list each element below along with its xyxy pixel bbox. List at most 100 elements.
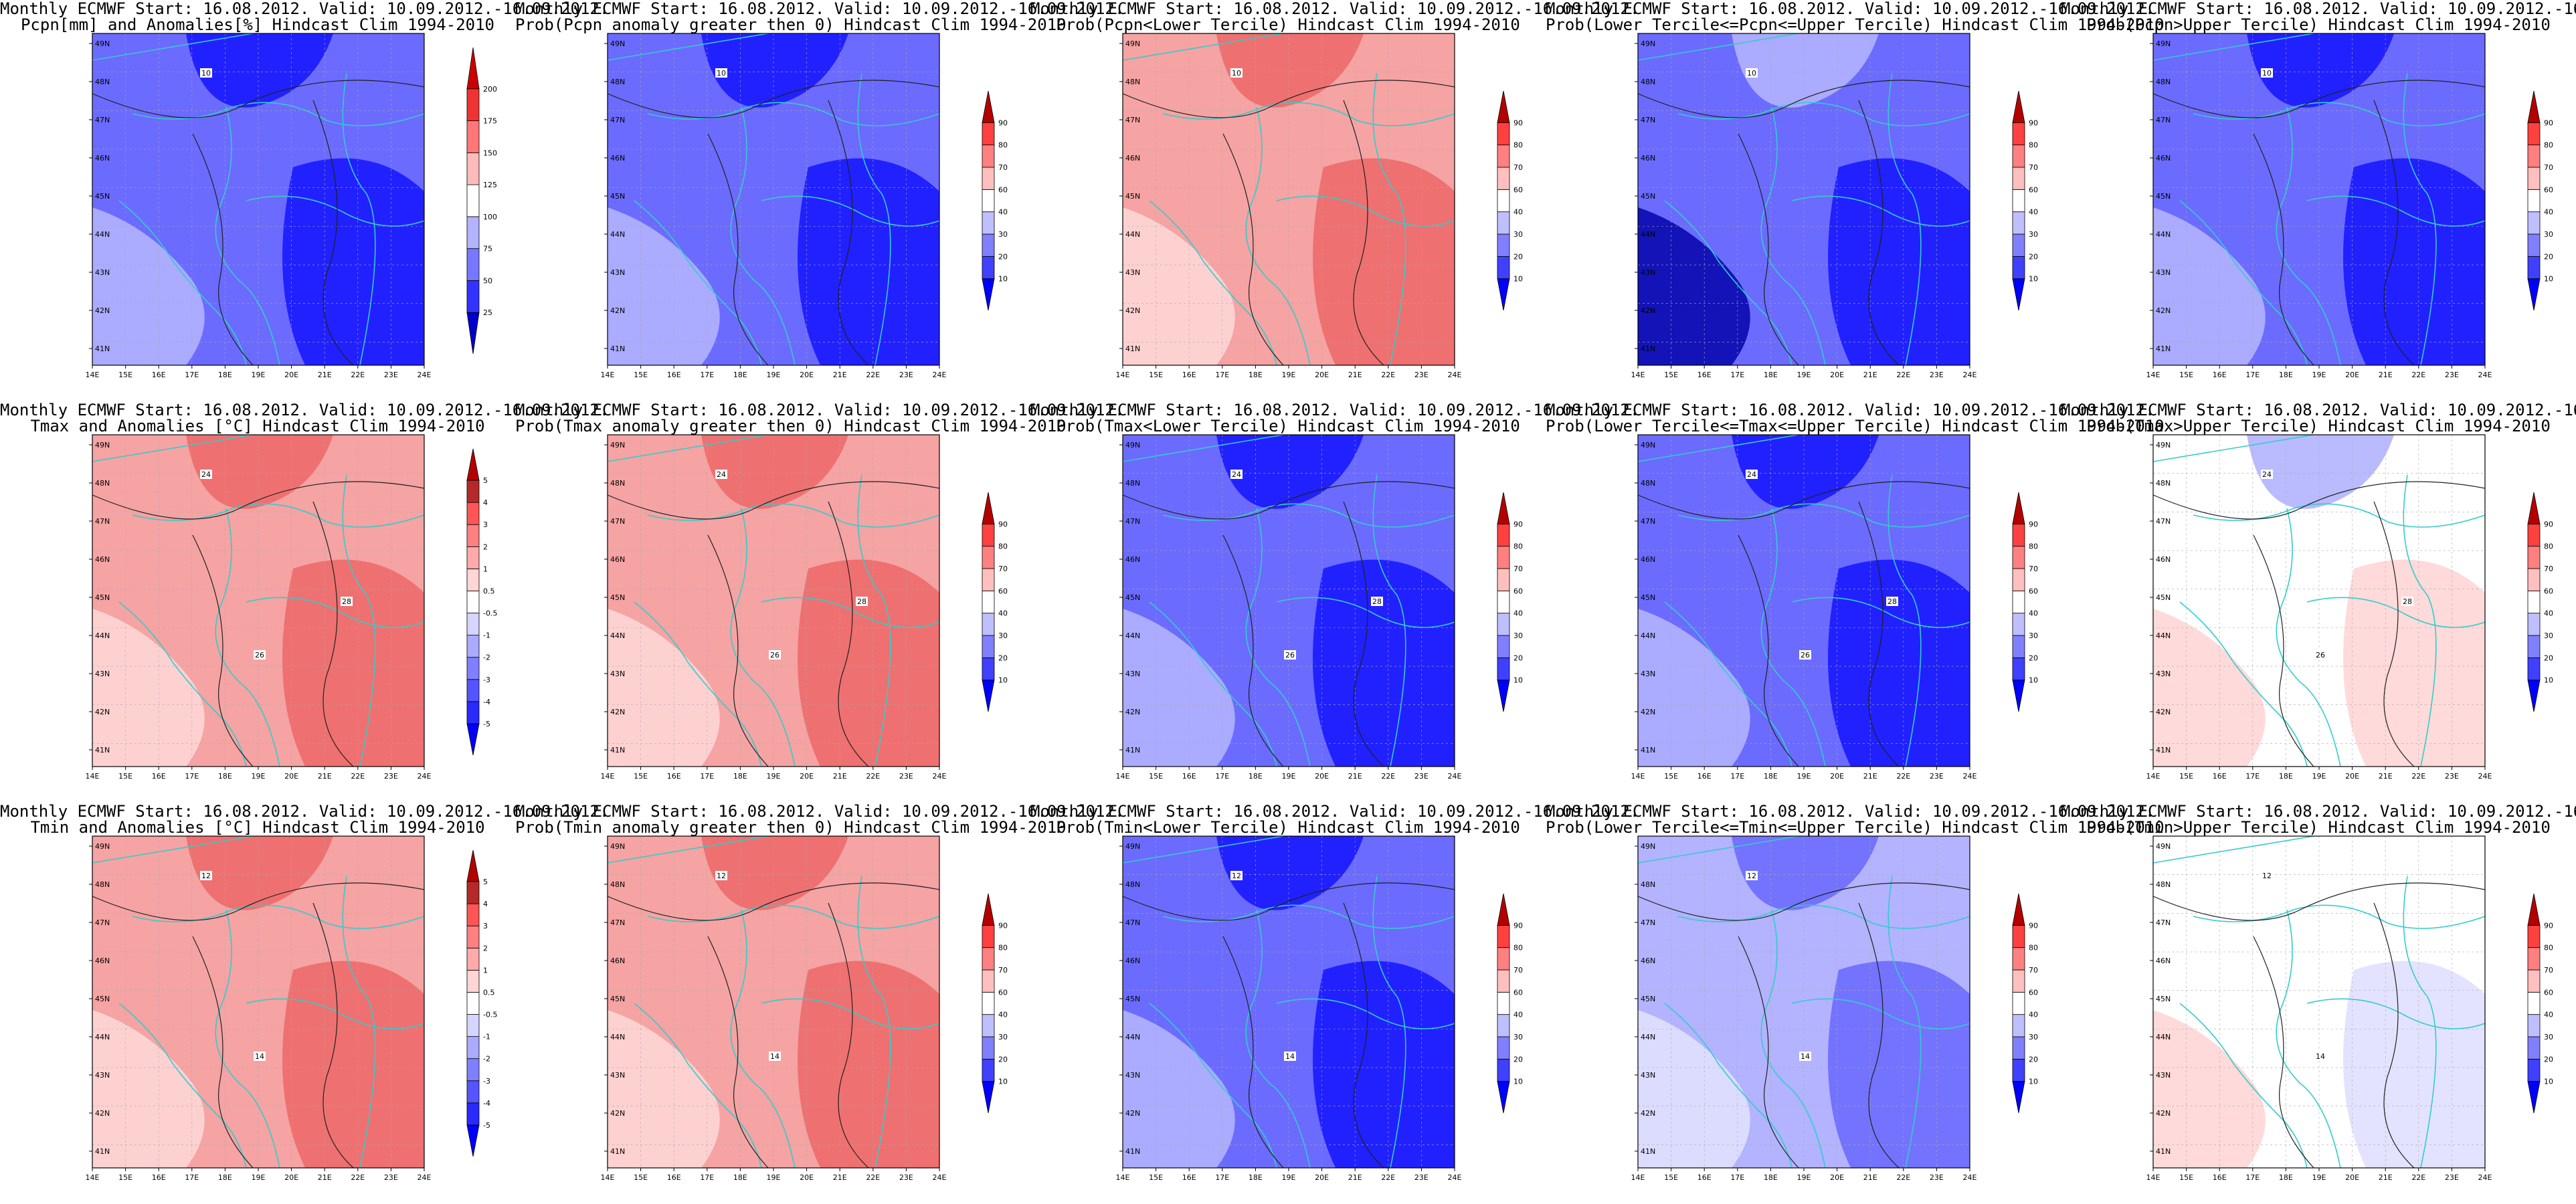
- country-border: [92, 33, 254, 61]
- lon-tick-label: 19E: [252, 371, 266, 379]
- country-border: [1245, 106, 1311, 365]
- country-border: [2403, 876, 2437, 1168]
- country-border: [1372, 876, 1406, 1168]
- colorbar-label: 100: [483, 213, 497, 221]
- lat-tick-label: 44N: [95, 1033, 110, 1041]
- lon-tick-label: 17E: [2245, 1173, 2260, 1182]
- contour-label: 24: [200, 470, 212, 479]
- lat-tick-label: 49N: [2156, 842, 2171, 851]
- lat-tick-label: 48N: [1641, 880, 1655, 889]
- country-border: [2179, 1003, 2308, 1168]
- lon-tick-label: 24E: [933, 772, 947, 781]
- lat-tick-label: 45N: [95, 593, 110, 602]
- map-panel: Monthly ECMWF Start: 16.08.2012. Valid: …: [2061, 401, 2576, 803]
- panel-title: Monthly ECMWF Start: 16.08.2012. Valid: …: [0, 0, 610, 18]
- colorbar-label: 25: [483, 308, 492, 317]
- lon-tick-label: 17E: [700, 371, 714, 379]
- lon-tick-label: 23E: [384, 371, 398, 379]
- colorbar-label: 40: [998, 208, 1008, 217]
- colorbar-label: 10: [998, 275, 1008, 284]
- climatology-contour: [1343, 902, 1384, 1168]
- anomaly-field-area: [2343, 158, 2485, 365]
- lat-tick-label: 45N: [95, 995, 110, 1003]
- lat-tick-label: 46N: [95, 555, 110, 564]
- colorbar-label: 70: [2029, 565, 2038, 573]
- country-border: [2403, 474, 2437, 767]
- contour-label: 14: [769, 1051, 781, 1061]
- contour-label: 24: [1230, 470, 1243, 479]
- lon-tick-label: 18E: [218, 772, 232, 781]
- lon-tick-label: 22E: [866, 772, 880, 781]
- lon-tick-label: 19E: [1797, 371, 1811, 379]
- colorbar-label: 10: [1513, 676, 1523, 685]
- country-border: [730, 106, 796, 365]
- lon-tick-label: 24E: [418, 371, 432, 379]
- climatology-contour: [1222, 133, 1284, 365]
- lat-tick-label: 47N: [2156, 517, 2171, 526]
- lon-tick-label: 24E: [1963, 1173, 1977, 1182]
- lat-tick-label: 47N: [610, 116, 625, 124]
- colorbar-label: -4: [483, 698, 490, 706]
- anomaly-field-area: [1313, 559, 1455, 767]
- lat-tick-label: 47N: [95, 517, 110, 526]
- lon-tick-label: 15E: [2179, 772, 2193, 781]
- colorbar: -5 -4 -3 -2 -1 -0.5 0.5 1 2 3 4 5: [466, 849, 497, 1157]
- colorbar-label: 30: [1513, 631, 1523, 640]
- anomaly-field-area: [186, 836, 333, 910]
- map-panel: Monthly ECMWF Start: 16.08.2012. Valid: …: [2061, 803, 2576, 1204]
- country-border: [647, 904, 939, 929]
- anomaly-field-area: [1123, 1010, 1235, 1168]
- lon-tick-label: 22E: [866, 1173, 880, 1182]
- colorbar-label: 10: [2544, 1078, 2553, 1086]
- lon-tick-label: 18E: [2279, 1173, 2293, 1182]
- lat-tick-label: 44N: [1641, 631, 1655, 640]
- contour-label: 12: [1230, 871, 1243, 880]
- colorbar: 10 20 30 40 60 70 80 90: [2527, 90, 2553, 311]
- colorbar-label: 1: [483, 966, 488, 975]
- colorbar-label: 30: [2029, 1033, 2038, 1041]
- colorbar-label: 3: [483, 922, 488, 930]
- lon-tick-label: 21E: [833, 371, 847, 379]
- colorbar-label: 40: [1513, 609, 1523, 618]
- lat-tick-label: 46N: [95, 957, 110, 965]
- lat-tick-label: 42N: [1125, 306, 1140, 315]
- colorbar-label: 10: [998, 1078, 1008, 1086]
- anomaly-field-area: [1732, 33, 1879, 108]
- contour-label: 12: [200, 871, 212, 880]
- colorbar-label: 60: [998, 185, 1008, 194]
- lon-tick-label: 24E: [2478, 371, 2492, 379]
- lat-tick-label: 48N: [95, 78, 110, 86]
- colorbar-label: 40: [998, 1011, 1008, 1019]
- map-plot: 10 14E 15E 16E 17E 18E 19E 20E 21E 22E 23E 24E 41N 42…: [86, 33, 497, 379]
- contour-label: 24: [1746, 470, 1758, 479]
- colorbar-label: 30: [1513, 230, 1523, 239]
- contour-label: 10: [1230, 68, 1243, 78]
- lat-tick-label: 43N: [610, 670, 625, 678]
- anomaly-field-area: [2343, 559, 2485, 767]
- colorbar-label: 80: [2029, 542, 2038, 551]
- lat-tick-label: 46N: [1125, 555, 1140, 564]
- lat-tick-label: 48N: [610, 78, 625, 86]
- lon-tick-label: 17E: [185, 371, 199, 379]
- colorbar: -5 -4 -3 -2 -1 -0.5 0.5 1 2 3 4 5: [466, 448, 497, 756]
- svg-text:28: 28: [342, 597, 351, 606]
- panel-title: Monthly ECMWF Start: 16.08.2012. Valid: …: [1030, 802, 1640, 821]
- contour-label: 14: [2314, 1051, 2326, 1061]
- lon-tick-label: 20E: [2345, 371, 2359, 379]
- colorbar-label: -3: [483, 1077, 490, 1086]
- lon-tick-label: 24E: [1963, 371, 1977, 379]
- lat-tick-label: 49N: [1641, 441, 1655, 449]
- lon-tick-label: 23E: [899, 1173, 913, 1182]
- lon-tick-label: 22E: [351, 772, 365, 781]
- lat-tick-label: 47N: [1641, 116, 1655, 124]
- svg-text:24: 24: [201, 470, 211, 479]
- lat-tick-label: 48N: [95, 880, 110, 889]
- colorbar-label: 10: [2029, 1078, 2038, 1086]
- lon-tick-label: 21E: [2379, 772, 2393, 781]
- lat-tick-label: 48N: [1641, 479, 1655, 488]
- country-border: [1276, 998, 1455, 1029]
- country-border: [1372, 73, 1406, 365]
- country-border: [608, 836, 769, 864]
- map-plot: 10 14E 15E 16E 17E 18E 19E 20E 21E 22E 23E 24E 41N 42…: [1116, 33, 1523, 379]
